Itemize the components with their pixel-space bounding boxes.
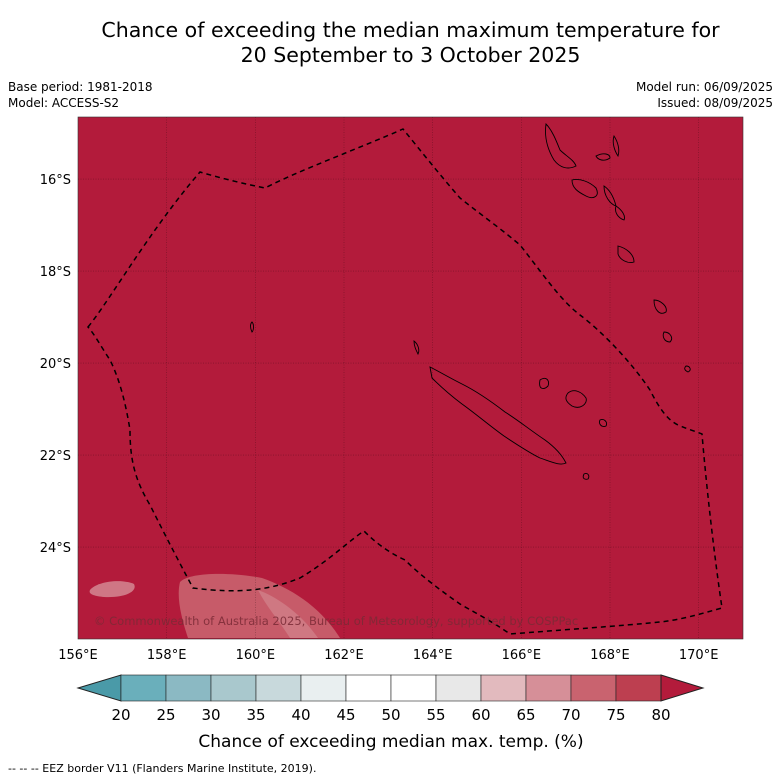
- title-line-2: 20 September to 3 October 2025: [240, 43, 581, 67]
- colorbar-tick-label: 70: [561, 706, 580, 724]
- colorbar-title: Chance of exceeding median max. temp. (%…: [198, 732, 583, 752]
- lower-probability-patch-inner: [258, 590, 318, 638]
- eez-footnote: -- -- -- EEZ border V11 (Flanders Marine…: [8, 762, 317, 775]
- lon-tick-label: 156°E: [58, 648, 98, 663]
- lower-probability-patch-left: [89, 581, 135, 598]
- colorbar-under-arrow: [76, 674, 122, 702]
- colorbar-cell: [165, 674, 212, 702]
- colorbar-tick-label: 20: [111, 706, 130, 724]
- colorbar-cell: [300, 674, 347, 702]
- latitude-axis: 16°S 18°S 20°S 22°S 24°S: [40, 173, 71, 556]
- probability-field: [78, 117, 743, 639]
- lon-tick-label: 166°E: [502, 648, 542, 663]
- colorbar-cell: [120, 674, 167, 702]
- lat-tick-label: 22°S: [40, 449, 71, 464]
- lon-tick-label: 168°E: [590, 648, 630, 663]
- north-reef-coastline: [413, 340, 420, 356]
- map-panel: © Commonwealth of Australia 2025, Bureau…: [77, 116, 744, 640]
- lon-tick-label: 164°E: [413, 648, 453, 663]
- colorbar-cells: [120, 674, 662, 702]
- colorbar-cell: [435, 674, 482, 702]
- colorbar-cell: [525, 674, 572, 702]
- model-name: Model: ACCESS-S2: [8, 96, 120, 110]
- colorbar-over-arrow: [660, 674, 705, 702]
- colorbar: 20 25 30 35 40 45 50 55 60 65 70 75 80 Chance of exc…: [76, 674, 705, 752]
- colorbar-cell: [345, 674, 392, 702]
- colorbar-cell: [570, 674, 617, 702]
- lon-tick-label: 162°E: [324, 648, 364, 663]
- vanuatu-coastline: [545, 123, 691, 373]
- colorbar-tick-label: 30: [201, 706, 220, 724]
- copyright-watermark: © Commonwealth of Australia 2025, Bureau…: [94, 614, 578, 628]
- colorbar-tick-label: 50: [381, 706, 400, 724]
- map-title: Chance of exceeding the median maximum t…: [0, 18, 781, 68]
- loyalty-islands-coastline: [539, 377, 607, 480]
- longitude-axis: 156°E 158°E 160°E 162°E 164°E 166°E 168°E 170°E: [58, 648, 718, 663]
- colorbar-tick-label: 35: [246, 706, 265, 724]
- colorbar-cell: [210, 674, 257, 702]
- colorbar-tick-label: 40: [291, 706, 310, 724]
- colorbar-cell: [480, 674, 527, 702]
- colorbar-tick-label: 25: [156, 706, 175, 724]
- colorbar-tick-label: 65: [516, 706, 535, 724]
- colorbar-tick-label: 60: [471, 706, 490, 724]
- lon-tick-label: 170°E: [679, 648, 719, 663]
- colorbar-cell: [390, 674, 437, 702]
- new-caledonia-coastline: [429, 366, 567, 465]
- issued-date: Issued: 08/09/2025: [657, 96, 773, 110]
- colorbar-tick-labels: 20 25 30 35 40 45 50 55 60 65 70 75 80: [111, 706, 670, 724]
- title-line-1: Chance of exceeding the median maximum t…: [101, 18, 720, 42]
- base-period: Base period: 1981-2018: [8, 80, 153, 94]
- meta-right: Model run: 06/09/2025 Issued: 08/09/2025: [636, 79, 773, 111]
- lat-tick-label: 24°S: [40, 541, 71, 556]
- lon-tick-label: 158°E: [147, 648, 187, 663]
- gridlines: [78, 117, 743, 639]
- colorbar-tick-label: 75: [606, 706, 625, 724]
- eez-border: [87, 128, 723, 635]
- model-run: Model run: 06/09/2025: [635, 80, 773, 94]
- lat-tick-label: 20°S: [40, 357, 71, 372]
- colorbar-tick-label: 45: [336, 706, 355, 724]
- lat-tick-label: 18°S: [40, 265, 71, 280]
- meta-left: Base period: 1981-2018 Model: ACCESS-S2: [8, 79, 153, 111]
- colorbar-tick-label: 80: [651, 706, 670, 724]
- colorbar-cell: [255, 674, 302, 702]
- chesterfield-islands: [250, 321, 254, 333]
- lat-tick-label: 16°S: [40, 173, 71, 188]
- colorbar-tick-label: 55: [426, 706, 445, 724]
- lon-tick-label: 160°E: [236, 648, 276, 663]
- colorbar-cell: [615, 674, 662, 702]
- map-frame: [77, 116, 744, 640]
